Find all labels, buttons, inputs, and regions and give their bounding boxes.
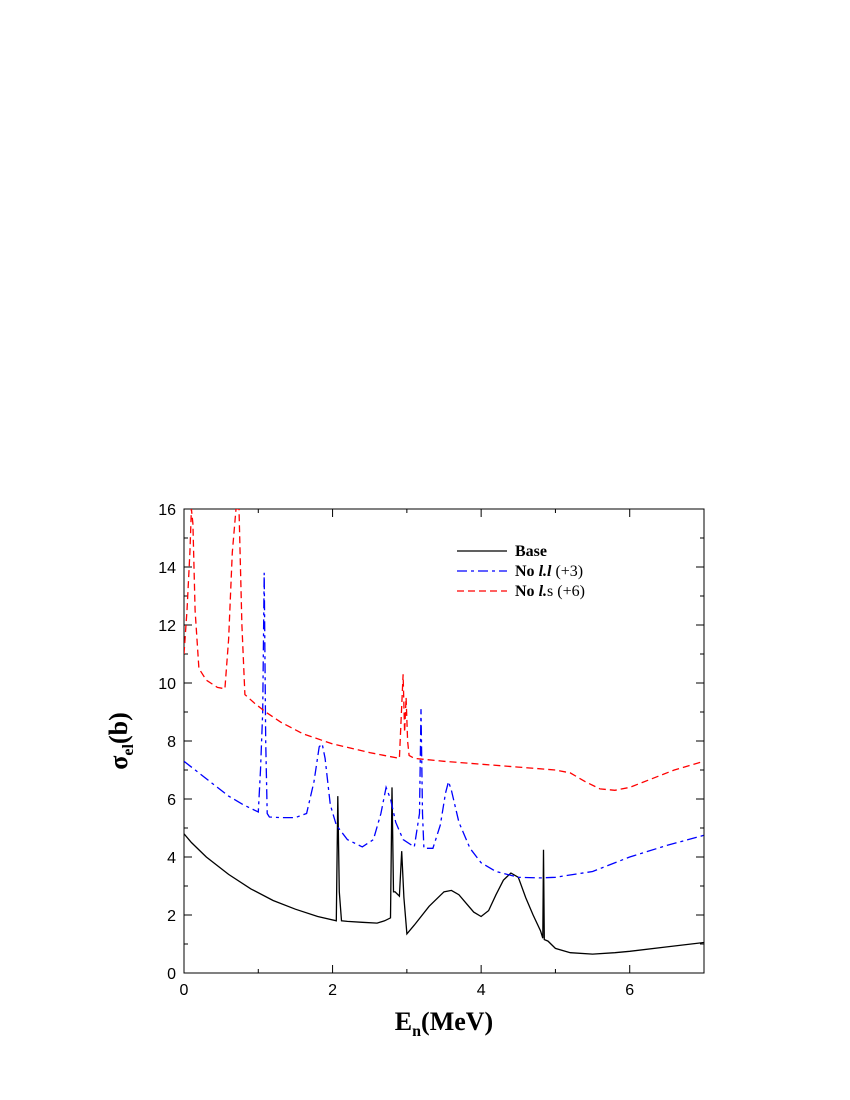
x-axis-ticks: 0 2 4 6 bbox=[180, 509, 634, 999]
y-tick-label: 8 bbox=[167, 734, 176, 751]
y-tick-label: 2 bbox=[167, 908, 176, 925]
series-line-0 bbox=[184, 787, 704, 955]
legend-label-1: No l.l (+3) bbox=[515, 563, 583, 580]
y-axis-title-unit: (b) bbox=[104, 712, 133, 744]
y-axis-title-main: σ bbox=[104, 756, 133, 770]
legend-label-italic: l.l bbox=[539, 563, 552, 580]
y-axis-ticks: 0 2 4 6 8 10 12 14 16 bbox=[158, 502, 704, 983]
y-tick-label: 16 bbox=[158, 502, 176, 519]
y-tick-label: 4 bbox=[167, 850, 176, 867]
series-line-2 bbox=[184, 509, 704, 791]
series-line-1 bbox=[184, 572, 704, 879]
legend-label-italic: l. bbox=[539, 583, 547, 600]
x-tick-label: 0 bbox=[180, 982, 189, 999]
x-axis-title-sub: n bbox=[412, 1023, 421, 1040]
legend-label-bold: No bbox=[515, 583, 539, 600]
x-axis-title-unit: (MeV) bbox=[421, 1007, 493, 1036]
y-tick-label: 6 bbox=[167, 792, 176, 809]
y-axis-title: σel(b) bbox=[104, 712, 137, 769]
x-tick-label: 4 bbox=[477, 982, 486, 999]
legend-label-rest: s (+6) bbox=[547, 583, 585, 600]
y-tick-label: 0 bbox=[167, 966, 176, 983]
x-tick-label: 6 bbox=[625, 982, 634, 999]
legend-label-bold: No bbox=[515, 563, 539, 580]
legend-label-2: No l.s (+6) bbox=[515, 583, 585, 600]
x-tick-label: 2 bbox=[328, 982, 337, 999]
legend-label-rest: (+3) bbox=[551, 563, 583, 580]
series-layer bbox=[184, 509, 704, 955]
x-axis-title: En(MeV) bbox=[395, 1007, 493, 1040]
y-tick-label: 12 bbox=[158, 618, 176, 635]
y-tick-label: 14 bbox=[158, 560, 176, 577]
y-tick-label: 10 bbox=[158, 676, 176, 693]
x-axis-title-main: E bbox=[395, 1007, 412, 1036]
legend-label-bold: Base bbox=[515, 543, 547, 560]
y-axis-title-sub: el bbox=[120, 743, 137, 755]
legend-label-0: Base bbox=[515, 543, 547, 560]
